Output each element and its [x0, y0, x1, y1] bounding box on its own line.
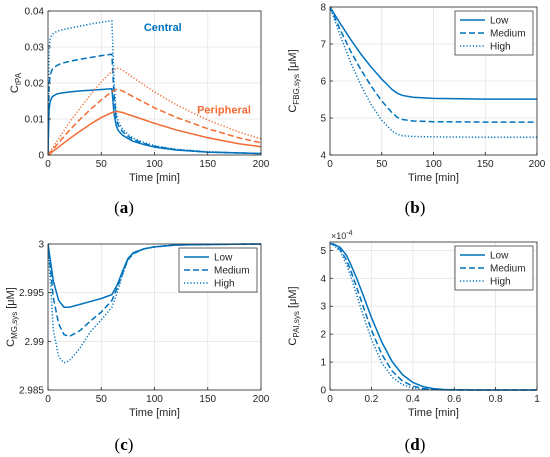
- annotation-peripheral: Peripheral: [197, 105, 251, 117]
- x-tick-label: 0.8: [489, 394, 503, 405]
- panel-a: 0 50 100 150 200 0 0.01 0.02 0.03 0.04 Time [min] C…: [9, 7, 270, 218]
- y-tick-label: 6: [320, 77, 326, 88]
- x-tick-label: 200: [253, 159, 270, 170]
- y-tick-label: 2.99: [25, 337, 45, 348]
- series-line-central-low: [330, 6, 537, 100]
- y-tick-label: 2.985: [19, 386, 44, 397]
- x-tick-label: 100: [146, 159, 163, 170]
- x-tick-label: 0.4: [406, 394, 420, 405]
- y-tick-label: 3: [320, 302, 326, 313]
- panel-label: (c): [115, 435, 134, 454]
- legend-label-high: High: [490, 42, 511, 53]
- y-tick-label: 4: [320, 151, 326, 162]
- legend-label-low: Low: [214, 253, 233, 264]
- x-axis-label: Time [min]: [408, 407, 459, 419]
- series-line-central-high: [48, 243, 261, 364]
- legend: Low Medium High: [454, 245, 534, 291]
- y-tick-label: 2: [320, 330, 326, 341]
- y-tick-label: 5: [320, 114, 326, 125]
- legend-label-medium: Medium: [490, 264, 526, 275]
- x-tick-label: 0: [327, 394, 333, 405]
- x-tick-label: 150: [477, 159, 494, 170]
- series-line-peripheral-low: [48, 110, 261, 156]
- legend: Low Medium High: [178, 247, 258, 293]
- y-tick-label: 4: [320, 274, 326, 285]
- x-axis-label: Time [min]: [408, 172, 459, 184]
- legend-box: [454, 245, 534, 291]
- panel-label: (b): [405, 198, 426, 217]
- y-axis-label: CPAI,sys [μM]: [287, 286, 301, 345]
- x-tick-label: 0: [45, 394, 51, 405]
- x-tick-label: 50: [96, 159, 108, 170]
- legend-box: [454, 10, 534, 56]
- panel-label: (d): [405, 435, 426, 454]
- x-tick-label: 150: [199, 394, 216, 405]
- x-tick-label: 50: [376, 159, 388, 170]
- series-group: [330, 6, 537, 138]
- x-tick-label: 200: [529, 159, 546, 170]
- x-tick-label: 50: [96, 394, 108, 405]
- series-group: [48, 19, 261, 156]
- y-tick-label: 0.01: [25, 115, 45, 126]
- legend-label-medium: Medium: [490, 29, 526, 40]
- y-tick-label: 3: [38, 240, 44, 251]
- x-tick-label: 100: [146, 394, 163, 405]
- y-tick-label: 0: [38, 151, 44, 162]
- x-tick-label: 0: [327, 159, 333, 170]
- x-tick-label: 1: [534, 394, 540, 405]
- y-exponent-label: ×10-4: [331, 230, 353, 241]
- panel-c: 0 50 100 150 200 2.985 2.99 2.995 3 Time [min] CMG…: [5, 240, 270, 455]
- y-axis-label: CtPA: [9, 72, 23, 93]
- legend: Low Medium High: [454, 10, 534, 56]
- x-tick-label: 100: [425, 159, 442, 170]
- y-tick-label: 0: [320, 386, 326, 397]
- x-axis-label: Time [min]: [129, 407, 180, 419]
- series-line-central-medium: [48, 53, 261, 156]
- y-tick-label: 8: [320, 3, 326, 14]
- series-line-peripheral-high: [48, 67, 261, 156]
- legend-label-low: Low: [490, 16, 509, 27]
- x-tick-label: 0.2: [364, 394, 378, 405]
- y-tick-label: 5: [320, 246, 326, 257]
- y-tick-label: 1: [320, 358, 326, 369]
- x-tick-label: 150: [199, 159, 216, 170]
- legend-box: [178, 247, 258, 293]
- panel-d: 0 0.2 0.4 0.6 0.8 1 0 1 2 3 4 5 ×10-4 Time [min] CPAI,…: [287, 230, 540, 454]
- legend-label-low: Low: [490, 251, 509, 262]
- series-line-central-high: [48, 19, 261, 156]
- legend-label-medium: Medium: [214, 266, 250, 277]
- y-tick-label: 0.04: [25, 7, 45, 18]
- x-tick-label: 0: [45, 159, 51, 170]
- panel-label: (a): [114, 198, 134, 217]
- x-tick-label: 200: [253, 394, 270, 405]
- y-axis-label: CFBG,sys [μM]: [287, 49, 301, 112]
- y-tick-label: 7: [320, 40, 326, 51]
- y-tick-label: 2.995: [19, 288, 44, 299]
- series-line-central-high: [330, 6, 537, 138]
- axes-box: [329, 241, 538, 391]
- annotation-central: Central: [144, 22, 182, 34]
- series-group: [48, 243, 261, 364]
- series-line-central-medium: [330, 6, 537, 123]
- panel-b: 0 50 100 150 200 4 5 6 7 8 Time [min] CFBG,sys [μM]…: [287, 3, 546, 218]
- y-axis-label: CMG,sys [μM]: [5, 287, 19, 347]
- y-tick-label: 0.02: [25, 79, 45, 90]
- y-tick-label: 0.03: [25, 43, 45, 54]
- series-line-peripheral-medium: [48, 88, 261, 156]
- legend-label-high: High: [214, 279, 235, 290]
- x-tick-label: 0.6: [447, 394, 461, 405]
- legend-label-high: High: [490, 277, 511, 288]
- series-line-central-low: [48, 88, 261, 156]
- x-axis-label: Time [min]: [129, 172, 180, 184]
